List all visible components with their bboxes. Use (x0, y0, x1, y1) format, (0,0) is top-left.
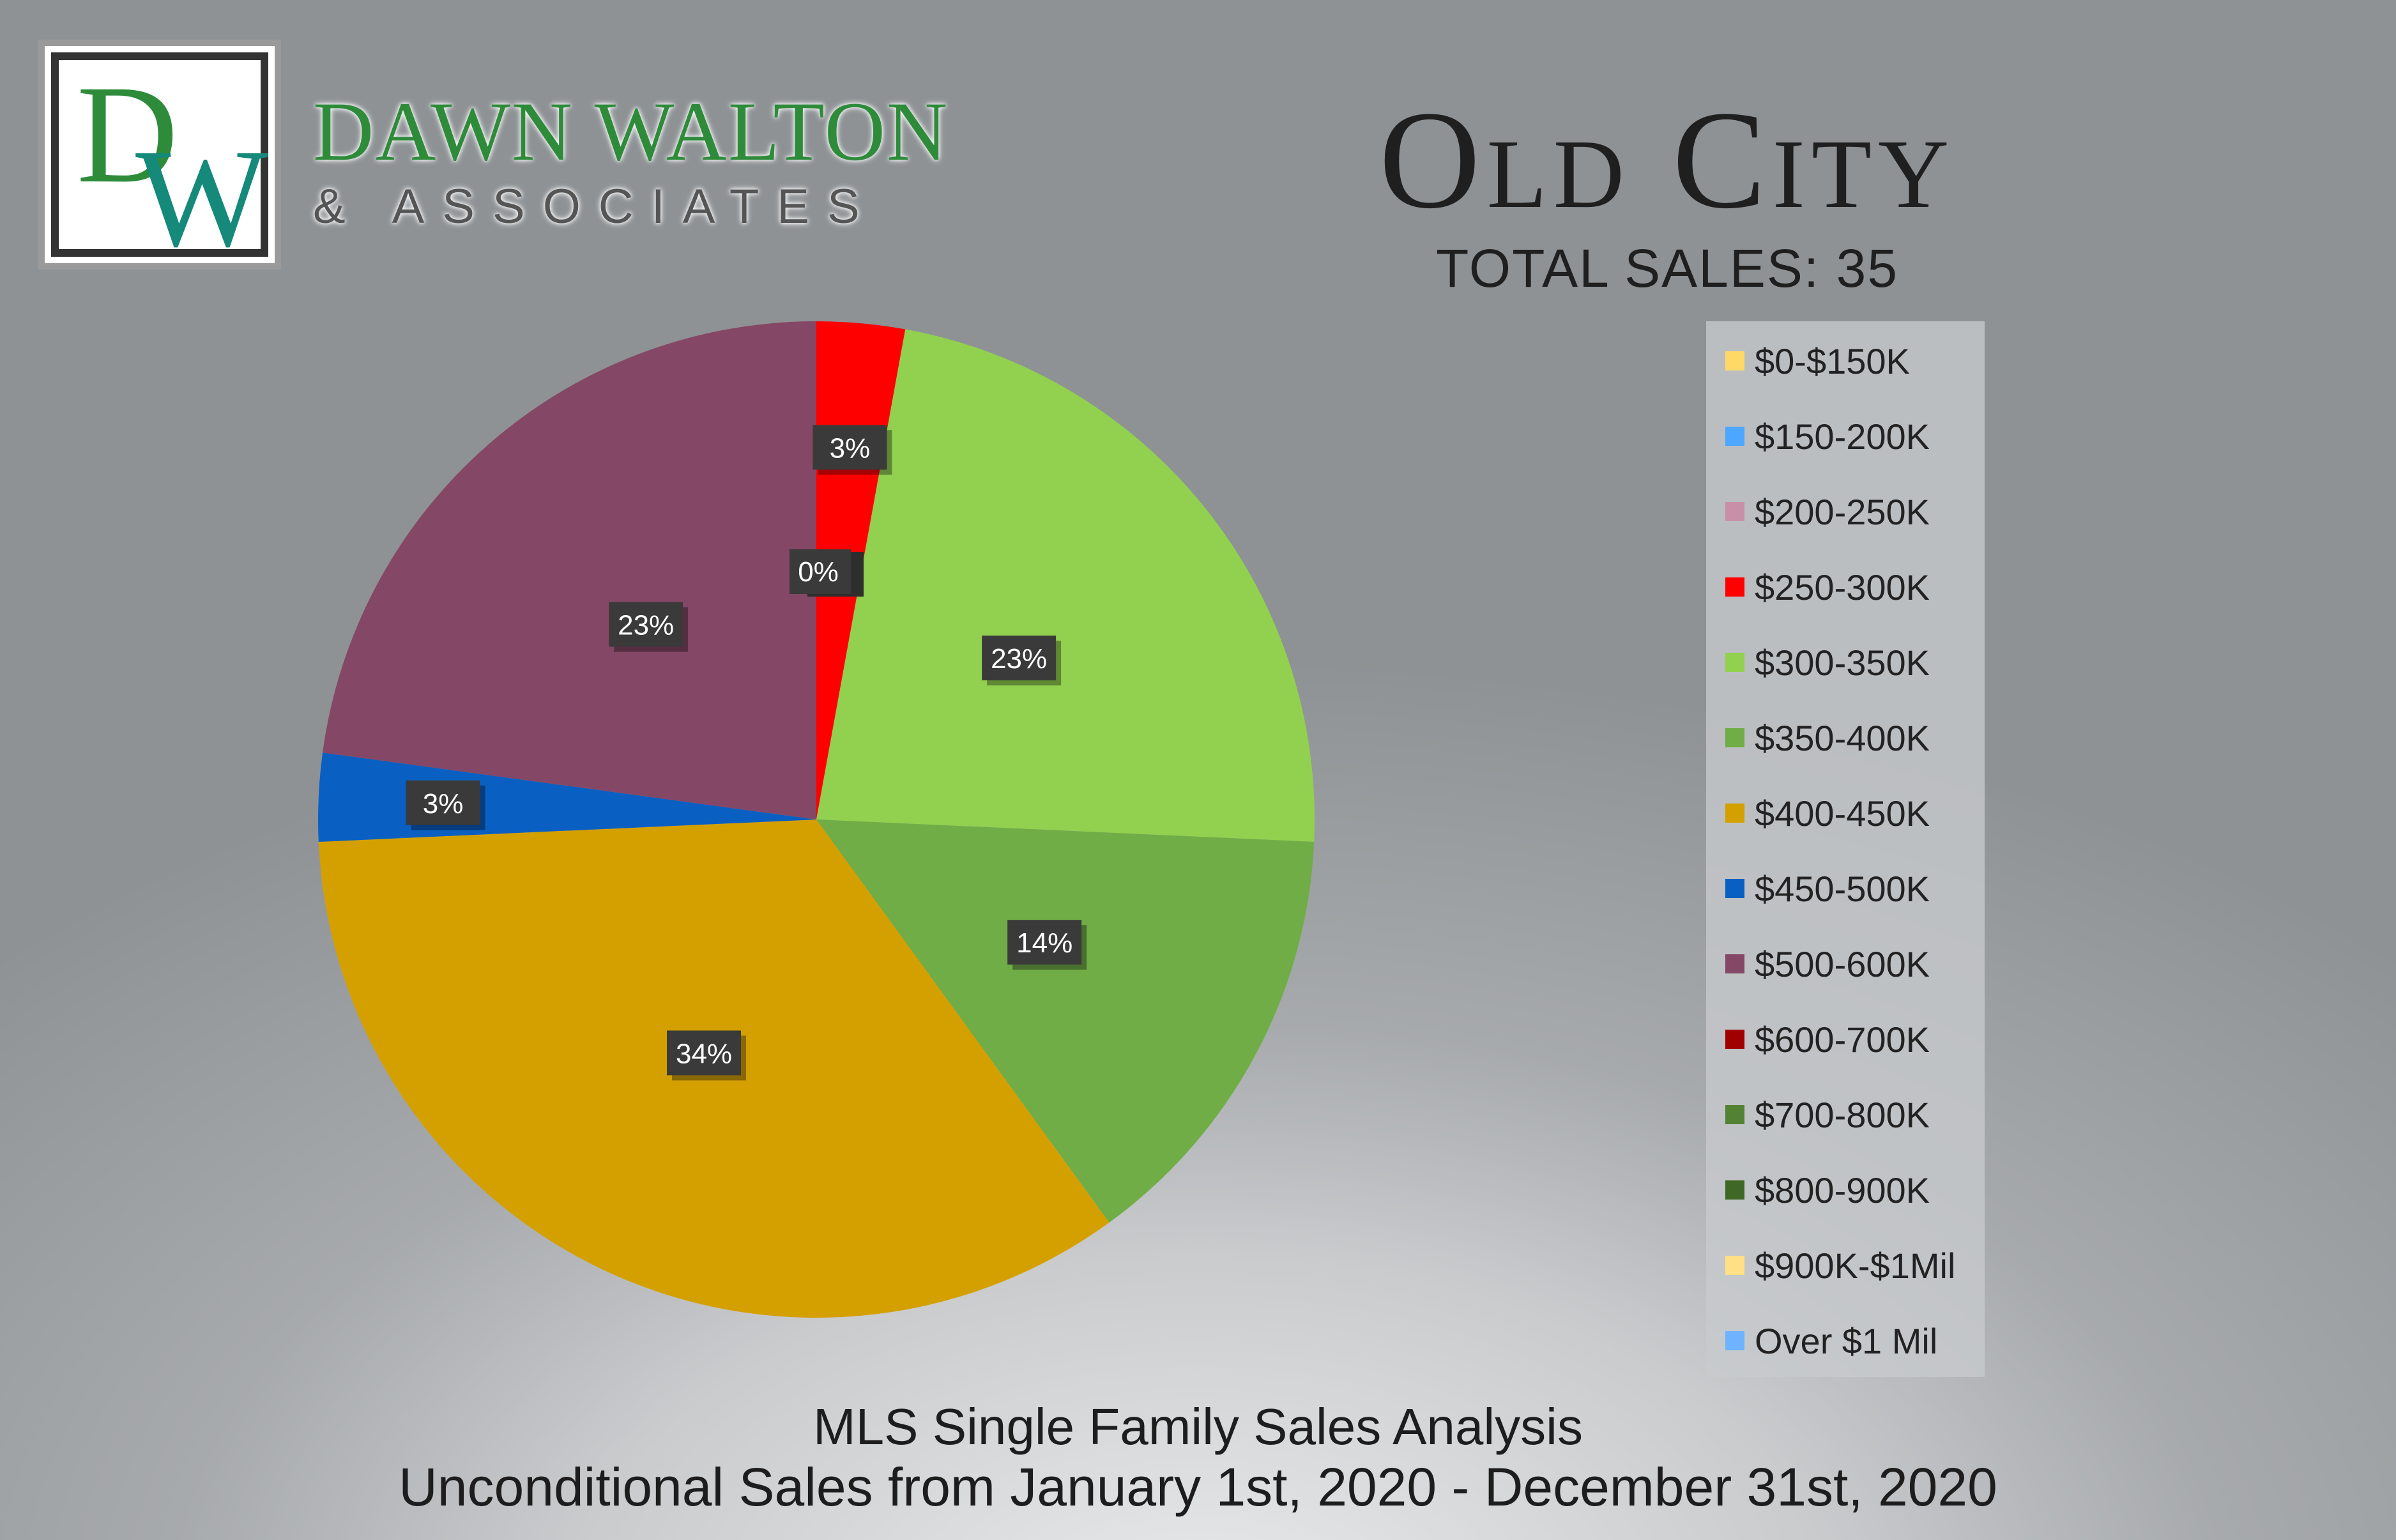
svg-text:3%: 3% (830, 432, 871, 464)
svg-text:3%: 3% (423, 788, 464, 820)
legend-label: $500-600K (1755, 943, 1930, 984)
footer-title: MLS Single Family Sales Analysis (813, 1398, 1583, 1455)
monogram-d: D (77, 60, 178, 212)
brand-wordmark: DAWN WALTON & ASSOCIATES (313, 89, 949, 234)
pie-slices (318, 321, 1315, 1318)
legend-swatch (1725, 1105, 1744, 1124)
data-label-5: 23% (982, 636, 1062, 686)
page-title: Old City (1378, 82, 1956, 238)
total-sales: TOTAL SALES: 35 (1435, 238, 1899, 298)
data-label-8: 3% (406, 780, 485, 830)
logo-frame: D W (51, 52, 268, 276)
data-label-zero: 0% (790, 549, 864, 597)
legend-item: Over $1 Mil (1725, 1315, 1937, 1366)
legend-item: $200-250K (1725, 486, 1930, 537)
pie-slice-5 (816, 329, 1315, 842)
legend-item: $500-600K (1725, 938, 1930, 989)
legend-swatch (1725, 577, 1744, 597)
legend-label: $200-250K (1755, 491, 1930, 532)
footer-date-range: Unconditional Sales from January 1st, 20… (399, 1457, 1997, 1517)
legend-item: $250-300K (1725, 561, 1930, 613)
legend-item: $150-200K (1725, 411, 1930, 462)
legend-label: $300-350K (1755, 642, 1930, 683)
legend-item: $350-400K (1725, 712, 1930, 763)
svg-text:23%: 23% (618, 610, 674, 641)
svg-text:0%: 0% (798, 556, 839, 588)
legend-label: $700-800K (1755, 1094, 1930, 1135)
brand-subtitle: & ASSOCIATES (313, 179, 878, 234)
chart-legend: $0-$150K $150-200K $200-250K $250-300K $300-… (1706, 321, 1985, 1377)
legend-swatch (1725, 502, 1744, 521)
data-label-6: 14% (1007, 920, 1087, 970)
legend-label: $0-$150K (1755, 340, 1910, 381)
legend-swatch (1725, 879, 1744, 898)
legend-swatch (1725, 1030, 1744, 1049)
pie-slice-9 (323, 321, 816, 820)
legend-item: $900K-$1Mil (1725, 1240, 1955, 1291)
legend-item: $700-800K (1725, 1089, 1930, 1140)
legend-item: $450-500K (1725, 863, 1930, 914)
svg-text:34%: 34% (676, 1038, 732, 1069)
legend-swatch (1725, 804, 1744, 823)
logo-badge: D W (38, 40, 281, 276)
legend-item: $300-350K (1725, 637, 1930, 688)
pie-data-labels: 3% 23% 14% 34% 3% 23% 0% (406, 425, 1087, 1081)
legend-swatch (1725, 954, 1744, 973)
legend-label: $900K-$1Mil (1755, 1245, 1956, 1286)
legend-label: $150-200K (1755, 416, 1930, 457)
legend-swatch (1725, 351, 1744, 370)
legend-label: $250-300K (1755, 567, 1930, 607)
data-label-4: 3% (813, 425, 892, 475)
svg-text:14%: 14% (1016, 927, 1072, 959)
legend-swatch (1725, 653, 1744, 672)
dw-monogram: D W (77, 56, 268, 276)
brand-name: DAWN WALTON (313, 84, 949, 178)
legend-swatch (1725, 427, 1744, 446)
monogram-w: W (135, 120, 268, 259)
legend-label: $350-400K (1755, 717, 1930, 758)
legend-swatch (1725, 1256, 1744, 1275)
legend-swatch (1725, 728, 1744, 747)
legend-item: $600-700K (1725, 1014, 1930, 1065)
legend-label: Over $1 Mil (1755, 1320, 1938, 1361)
legend-item: $400-450K (1725, 788, 1930, 839)
legend-label: $400-450K (1755, 793, 1930, 834)
data-label-7: 34% (667, 1030, 747, 1081)
legend-label: $450-500K (1755, 868, 1930, 909)
data-label-9: 23% (609, 602, 689, 652)
pie-slice-6 (816, 820, 1315, 1223)
legend-swatch (1725, 1331, 1744, 1350)
legend-item: $800-900K (1725, 1164, 1930, 1216)
legend-swatch (1725, 1180, 1744, 1200)
legend-label: $600-700K (1755, 1019, 1930, 1060)
legend-item: $0-$150K (1725, 335, 1910, 386)
legend-label: $800-900K (1755, 1170, 1930, 1210)
svg-text:23%: 23% (991, 643, 1047, 675)
